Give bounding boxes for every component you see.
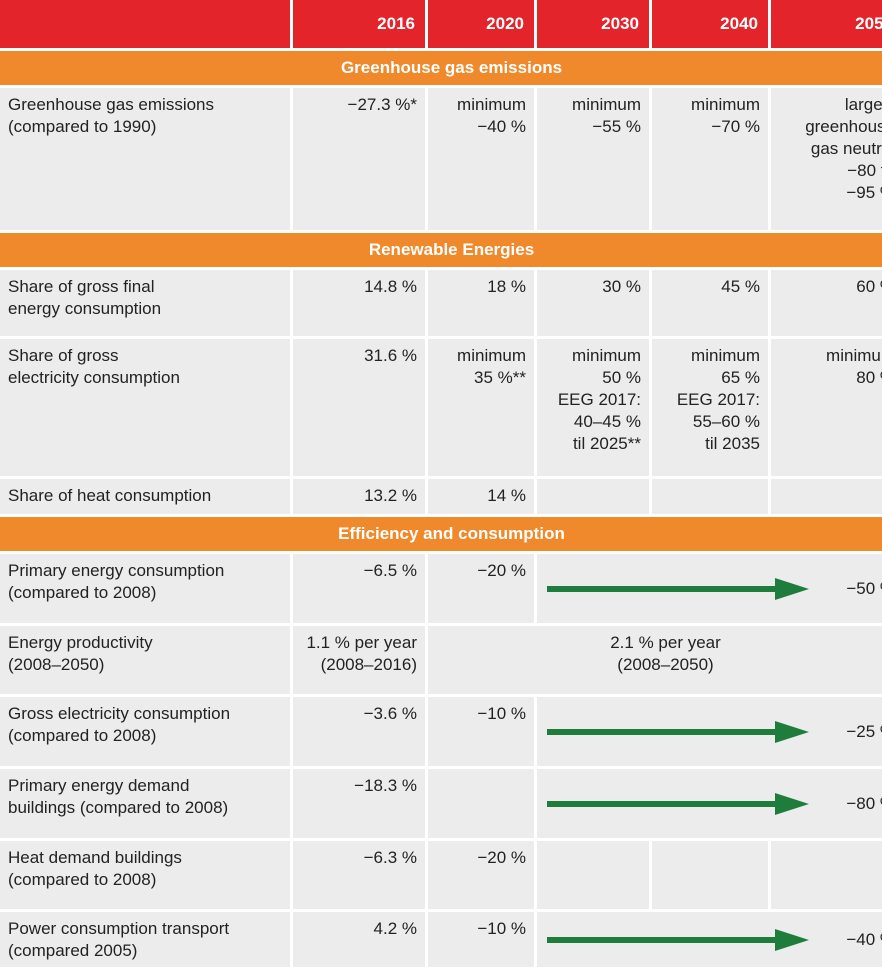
value-cell <box>537 479 649 514</box>
arrow-shaft <box>547 800 779 807</box>
value-cell: 14 % <box>428 479 534 514</box>
data-row: Heat demand buildings (compared to 2008)… <box>0 841 882 909</box>
value-cell: 45 % <box>652 270 768 336</box>
value-cell: minimum 35 %** <box>428 339 534 476</box>
section-title: Efficiency and consumption <box>0 517 882 551</box>
value-cell: largely greenhouse gas neutral −80 to −9… <box>771 88 882 230</box>
value-cell: minimum −70 % <box>652 88 768 230</box>
value-cell: 18 % <box>428 270 534 336</box>
arrow-shaft <box>547 585 779 592</box>
row-label: Energy productivity (2008–2050) <box>0 626 290 694</box>
arrow-value: −25 % <box>846 721 882 741</box>
trend-arrow <box>547 792 809 815</box>
header-corner <box>0 0 290 48</box>
row-label: Greenhouse gas emissions (compared to 19… <box>0 88 290 230</box>
data-row: Gross electricity consumption (compared … <box>0 697 882 766</box>
row-label: Heat demand buildings (compared to 2008) <box>0 841 290 909</box>
value-cell: minimum 50 % EEG 2017: 40–45 % til 2025*… <box>537 339 649 476</box>
year-header: 2040 <box>652 0 768 48</box>
arrow-head <box>775 720 809 743</box>
arrow-wrap: −40 % <box>547 928 882 951</box>
data-row: Greenhouse gas emissions (compared to 19… <box>0 88 882 230</box>
value-cell: minimum 80 % <box>771 339 882 476</box>
row-label: Primary energy consumption (compared to … <box>0 554 290 623</box>
value-cell: −20 % <box>428 554 534 623</box>
arrow-wrap: −50 % <box>547 577 882 600</box>
row-label: Gross electricity consumption (compared … <box>0 697 290 766</box>
data-row: Power consumption transport (compared 20… <box>0 912 882 967</box>
value-cell <box>428 769 534 838</box>
row-label: Share of heat consumption <box>0 479 290 514</box>
arrow-cell: −25 % <box>537 697 882 766</box>
value-cell <box>652 841 768 909</box>
arrow-wrap: −25 % <box>547 720 882 743</box>
value-cell: −10 % <box>428 697 534 766</box>
year-header: 2020 <box>428 0 534 48</box>
value-cell: minimum 65 % EEG 2017: 55–60 % til 2035 <box>652 339 768 476</box>
value-cell: 31.6 % <box>293 339 425 476</box>
data-row: Share of gross final energy consumption 1… <box>0 270 882 336</box>
value-cell: −6.5 % <box>293 554 425 623</box>
value-cell <box>771 479 882 514</box>
trend-arrow <box>547 928 809 951</box>
section-row: Renewable Energies <box>0 233 882 267</box>
value-cell <box>652 479 768 514</box>
arrow-value: −50 % <box>846 578 882 598</box>
arrow-cell: −80 % <box>537 769 882 838</box>
row-label: Primary energy demand buildings (compare… <box>0 769 290 838</box>
value-cell <box>537 841 649 909</box>
year-header: 2016 <box>293 0 425 48</box>
value-cell: 13.2 % <box>293 479 425 514</box>
arrow-cell: −50 % <box>537 554 882 623</box>
data-row: Primary energy consumption (compared to … <box>0 554 882 623</box>
data-row: Share of gross electricity consumption 31… <box>0 339 882 476</box>
value-cell: −20 % <box>428 841 534 909</box>
data-row: Primary energy demand buildings (compare… <box>0 769 882 838</box>
arrow-head <box>775 792 809 815</box>
year-header: 2050 <box>771 0 882 48</box>
arrow-value: −80 % <box>846 793 882 813</box>
arrow-head <box>775 928 809 951</box>
value-cell: 2.1 % per year (2008–2050) <box>428 626 882 694</box>
arrow-head <box>775 577 809 600</box>
value-cell: 60 % <box>771 270 882 336</box>
value-cell: −6.3 % <box>293 841 425 909</box>
value-cell: −18.3 % <box>293 769 425 838</box>
year-header: 2030 <box>537 0 649 48</box>
trend-arrow <box>547 720 809 743</box>
value-cell: −3.6 % <box>293 697 425 766</box>
value-cell: minimum −40 % <box>428 88 534 230</box>
arrow-shaft <box>547 936 779 943</box>
value-cell: −10 % <box>428 912 534 967</box>
value-cell: −27.3 %* <box>293 88 425 230</box>
arrow-wrap: −80 % <box>547 792 882 815</box>
value-cell: 14.8 % <box>293 270 425 336</box>
section-row: Efficiency and consumption <box>0 517 882 551</box>
row-label: Share of gross electricity consumption <box>0 339 290 476</box>
value-cell: 1.1 % per year (2008–2016) <box>293 626 425 694</box>
value-cell: 30 % <box>537 270 649 336</box>
arrow-value: −40 % <box>846 929 882 949</box>
arrow-cell: −40 % <box>537 912 882 967</box>
arrow-shaft <box>547 728 779 735</box>
section-title: Renewable Energies <box>0 233 882 267</box>
value-cell: minimum −55 % <box>537 88 649 230</box>
data-row: Share of heat consumption 13.2 % 14 % <box>0 479 882 514</box>
section-title: Greenhouse gas emissions <box>0 51 882 85</box>
row-label: Share of gross final energy consumption <box>0 270 290 336</box>
section-row: Greenhouse gas emissions <box>0 51 882 85</box>
header-row: 20162020203020402050 <box>0 0 882 48</box>
trend-arrow <box>547 577 809 600</box>
value-cell <box>771 841 882 909</box>
value-cell: 4.2 % <box>293 912 425 967</box>
row-label: Power consumption transport (compared 20… <box>0 912 290 967</box>
data-row: Energy productivity (2008–2050) 1.1 % per… <box>0 626 882 694</box>
